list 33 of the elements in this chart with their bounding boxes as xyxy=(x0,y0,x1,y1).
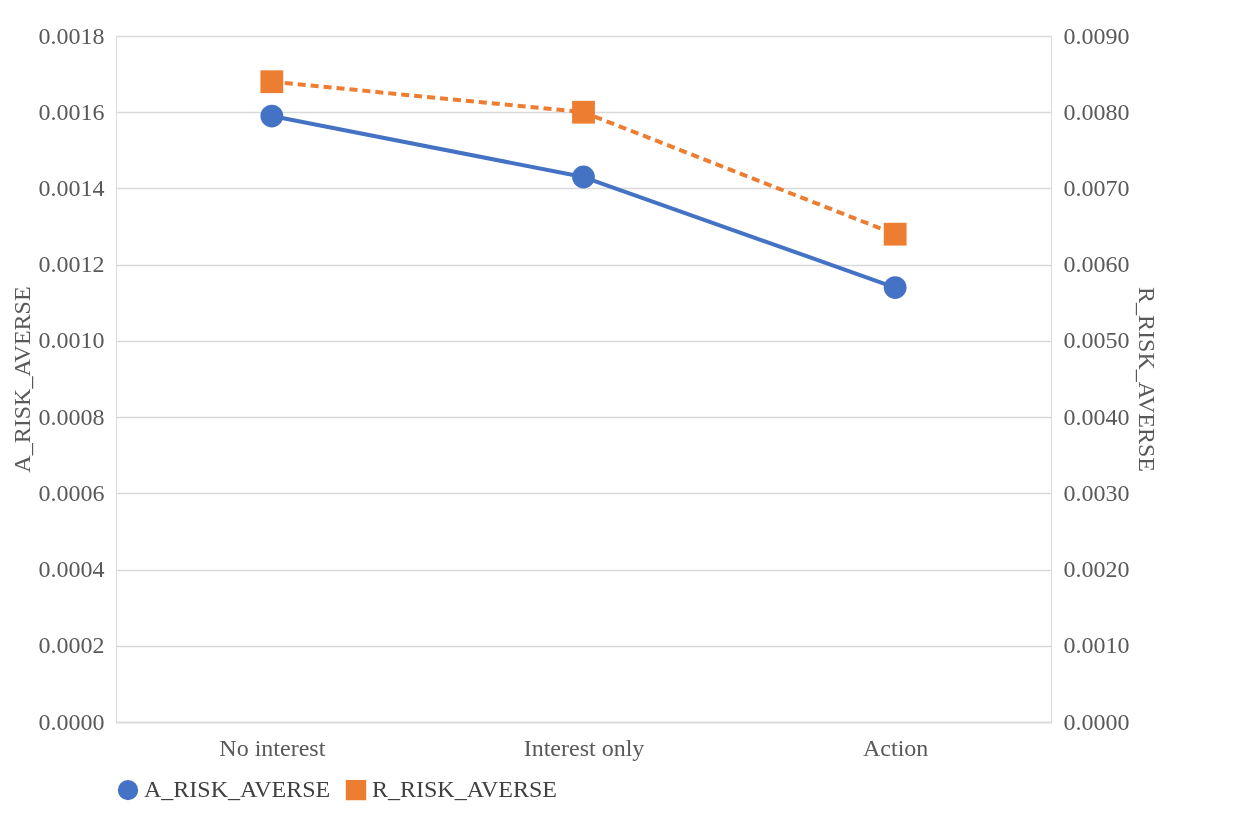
y-tick-label: 0.0014 xyxy=(38,174,105,201)
y-tick-label: 0.0012 xyxy=(38,251,105,278)
y-tick-label: 0.0010 xyxy=(38,327,105,354)
point xyxy=(572,165,595,189)
point xyxy=(883,276,907,299)
y2-tick-label: 0.0050 xyxy=(1063,327,1130,354)
y-tick-label: 0.0016 xyxy=(38,98,105,125)
point xyxy=(883,222,907,246)
point xyxy=(260,104,284,128)
y2-tick-label: 0.0040 xyxy=(1063,403,1130,430)
y2-tick-label: 0.0000 xyxy=(1063,708,1130,735)
y2-tick-label: 0.0070 xyxy=(1063,174,1130,201)
x-tick-label: Interest only xyxy=(523,734,645,761)
y2-axis-title: R_RISK_AVERSE xyxy=(1133,287,1160,472)
y2-tick-label: 0.0030 xyxy=(1063,479,1130,506)
x-tick-label: No interest xyxy=(219,734,326,761)
y-tick-label: 0.0004 xyxy=(38,556,105,583)
y2-tick-label: 0.0060 xyxy=(1063,251,1130,278)
y2-tick-label: 0.0010 xyxy=(1063,632,1130,659)
point xyxy=(572,100,595,124)
x-tick-label: Action xyxy=(863,734,929,761)
y-tick-label: 0.0006 xyxy=(38,479,105,506)
y-tick-label: 0.0018 xyxy=(38,22,105,49)
y2-tick-label: 0.0090 xyxy=(1063,22,1130,49)
y-tick-label: 0.0008 xyxy=(38,403,105,430)
legend-label: R_RISK_AVERSE xyxy=(372,776,557,803)
y2-tick-label: 0.0080 xyxy=(1063,98,1130,125)
y2-tick-label: 0.0020 xyxy=(1063,556,1130,583)
y-tick-label: 0.0002 xyxy=(38,632,105,659)
y-tick-label: 0.0000 xyxy=(38,708,105,735)
point xyxy=(260,70,284,94)
y-axis-title: A_RISK_AVERSE xyxy=(8,286,35,473)
legend-label: A_RISK_AVERSE xyxy=(144,776,331,803)
